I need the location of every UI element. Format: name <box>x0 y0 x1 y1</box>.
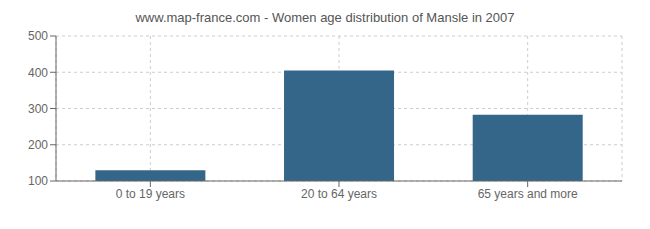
svg-text:65 years and more: 65 years and more <box>478 187 578 201</box>
svg-text:400: 400 <box>28 66 48 80</box>
svg-text:20 to 64 years: 20 to 64 years <box>301 187 377 201</box>
svg-text:500: 500 <box>28 29 48 43</box>
svg-text:300: 300 <box>28 102 48 116</box>
html-text:www.map-france.com - Women age: www.map-france.com - Women age distribut… <box>135 10 515 25</box>
svg-text:0 to 19 years: 0 to 19 years <box>116 187 185 201</box>
svg-text:100: 100 <box>28 174 48 188</box>
svg-text:200: 200 <box>28 138 48 152</box>
